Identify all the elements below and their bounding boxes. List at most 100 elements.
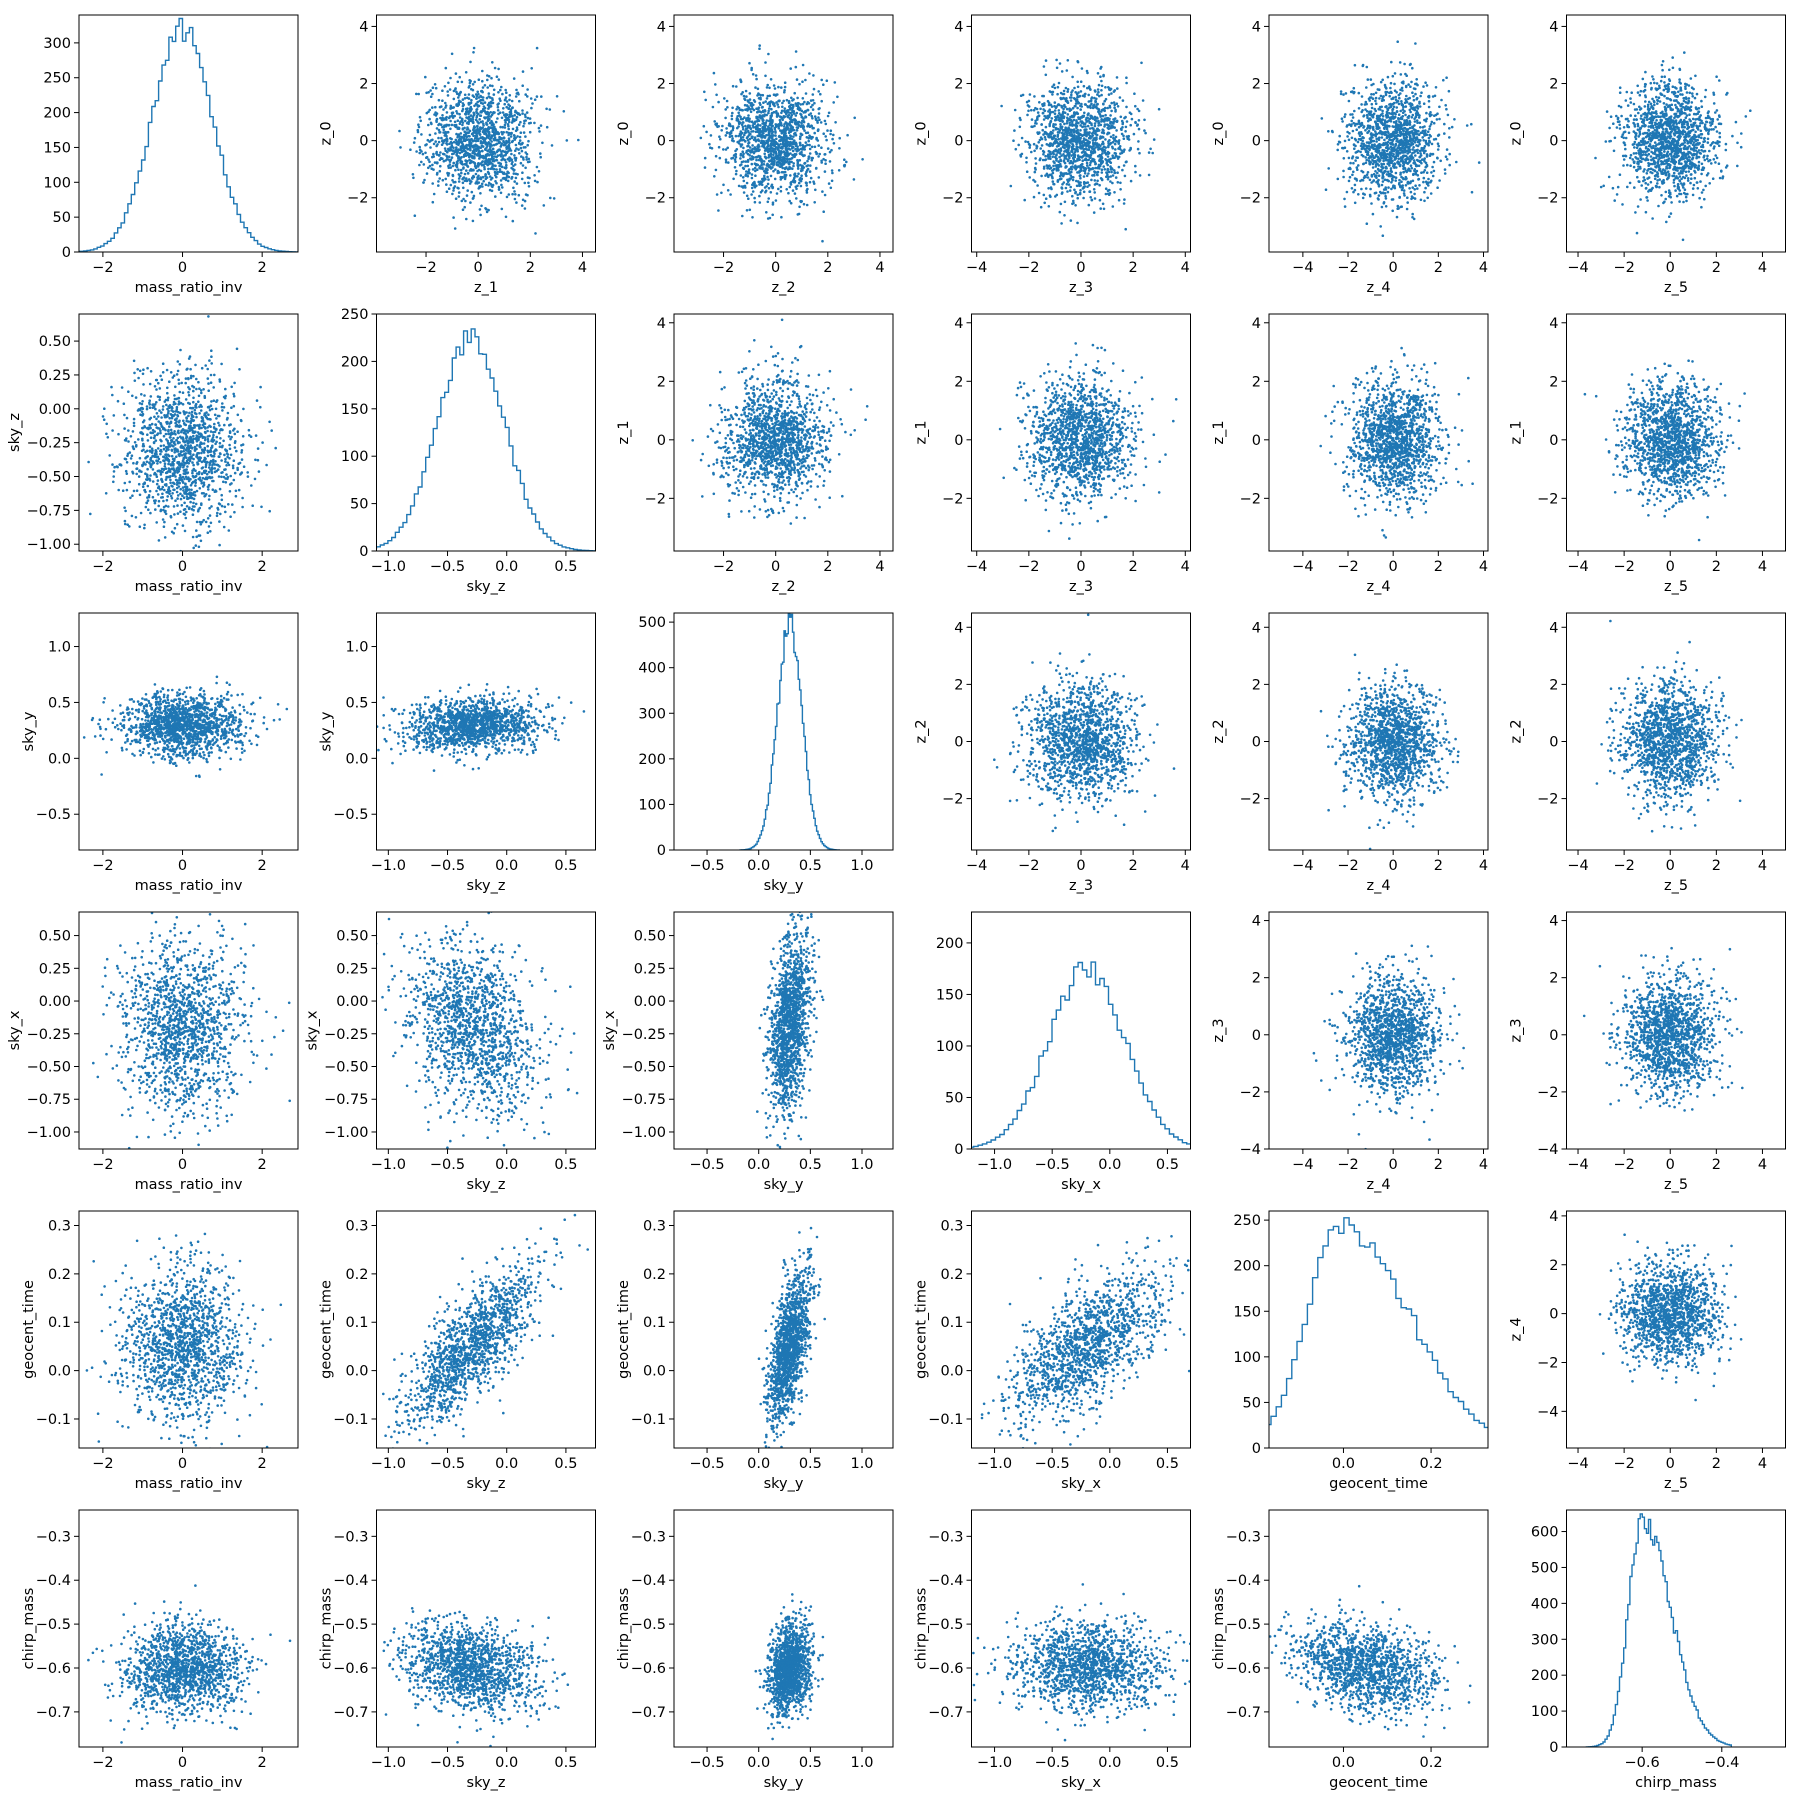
scatter-point: [770, 142, 774, 145]
scatter-point: [415, 150, 418, 153]
scatter-point: [721, 124, 724, 128]
scatter-point: [731, 137, 734, 140]
scatter-point: [1107, 93, 1111, 96]
scatter-point: [817, 155, 820, 158]
scatter-point: [1102, 207, 1106, 211]
scatter-point: [1058, 152, 1062, 155]
scatter-point: [754, 126, 757, 129]
scatter-point: [511, 115, 514, 118]
scatter-point: [476, 90, 480, 94]
scatter-point: [796, 159, 799, 162]
scatter-point: [1058, 129, 1062, 132]
scatter-point: [479, 110, 482, 114]
scatter-point: [479, 184, 483, 188]
scatter-point: [473, 104, 476, 108]
scatter-point: [1108, 117, 1111, 121]
scatter-point: [1432, 160, 1436, 164]
scatter-point: [1086, 185, 1089, 188]
scatter-point: [821, 190, 824, 193]
scatter-point: [473, 80, 477, 84]
scatter-point: [1125, 81, 1128, 85]
scatter-point: [781, 140, 785, 143]
scatter-point: [469, 201, 472, 204]
scatter-point: [758, 110, 762, 113]
scatter-point: [528, 117, 532, 120]
scatter-point: [804, 131, 808, 135]
scatter-point: [1091, 167, 1095, 170]
scatter-point: [455, 104, 458, 107]
scatter-point: [1042, 133, 1045, 136]
scatter-point: [728, 131, 731, 135]
scatter-point: [763, 174, 766, 178]
scatter-point: [453, 124, 457, 128]
scatter-point: [1081, 162, 1084, 166]
scatter-point: [1072, 97, 1076, 100]
scatter-point: [1113, 171, 1116, 175]
scatter-point: [489, 96, 492, 99]
scatter-point: [783, 90, 786, 94]
scatter-point: [438, 131, 442, 134]
scatter-point: [454, 180, 457, 184]
scatter-point: [465, 111, 468, 114]
scatter-point: [1391, 174, 1394, 178]
scatter-point: [478, 133, 482, 136]
scatter-point: [1066, 113, 1070, 116]
scatter-point: [1417, 164, 1421, 168]
scatter-point: [1143, 118, 1146, 122]
scatter-point: [788, 185, 792, 189]
scatter-point: [1028, 176, 1031, 179]
scatter-point: [427, 166, 430, 170]
scatter-point: [1079, 129, 1082, 132]
scatter-point: [1350, 187, 1354, 190]
scatter-point: [517, 123, 521, 126]
scatter-point: [1087, 86, 1091, 89]
scatter-point: [767, 139, 770, 143]
scatter-point: [1079, 124, 1082, 127]
scatter-point: [820, 78, 823, 82]
scatter-point: [765, 139, 768, 143]
scatter-point: [1092, 188, 1096, 191]
scatter-point: [490, 123, 494, 127]
scatter-point: [470, 98, 473, 102]
scatter-point: [1085, 141, 1088, 145]
scatter-point: [768, 123, 772, 127]
scatter-point: [765, 185, 768, 188]
scatter-point: [1347, 156, 1351, 160]
scatter-point: [831, 137, 834, 141]
scatter-point: [1445, 158, 1449, 161]
scatter-point: [1377, 174, 1381, 177]
scatter-point: [434, 105, 437, 109]
scatter-point: [1123, 148, 1126, 151]
scatter-point: [817, 90, 820, 93]
scatter-point: [714, 154, 718, 158]
scatter-point: [476, 100, 480, 104]
scatter-point: [744, 89, 748, 93]
scatter-point: [811, 99, 815, 102]
scatter-point: [425, 172, 429, 175]
scatter-point: [747, 107, 750, 111]
scatter-point: [791, 109, 794, 112]
scatter-point: [787, 99, 791, 103]
scatter-point: [1102, 102, 1105, 106]
scatter-point: [441, 89, 444, 92]
scatter-point: [775, 158, 779, 161]
y-tick-label: 0: [62, 245, 71, 261]
scatter-point: [703, 90, 706, 94]
scatter-point: [479, 140, 483, 143]
scatter-point: [776, 171, 780, 175]
scatter-point: [498, 164, 501, 168]
scatter-point: [1411, 148, 1414, 151]
scatter-point: [1072, 115, 1076, 118]
scatter-point: [490, 176, 494, 180]
scatter-point: [457, 195, 461, 198]
scatter-point: [428, 117, 431, 121]
scatter-point: [505, 145, 508, 149]
scatter-point: [725, 99, 729, 103]
scatter-point: [441, 178, 445, 182]
scatter-point: [796, 96, 799, 100]
scatter-point: [761, 122, 764, 125]
scatter-point: [772, 153, 775, 156]
scatter-point: [1354, 159, 1357, 162]
scatter-point: [530, 67, 533, 70]
scatter-point: [457, 138, 461, 142]
